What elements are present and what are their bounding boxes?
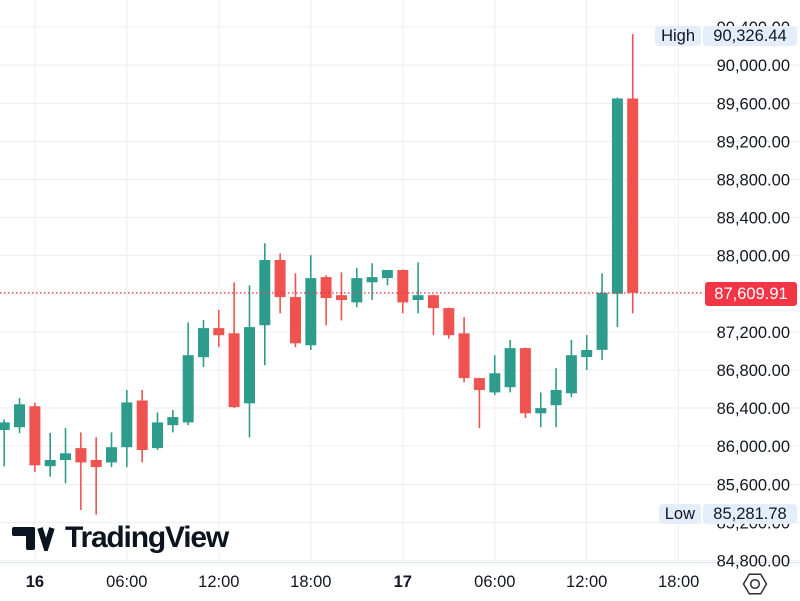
candle-body-up[interactable] [366,277,378,283]
time-tick-label: 16 [26,573,44,591]
candle-body-up[interactable] [381,270,393,279]
candle-body-up[interactable] [60,453,71,460]
current-price-badge: 87,609.91 [705,282,797,306]
candle-body-down[interactable] [458,333,470,379]
price-tick-label: 88,400.00 [717,210,790,228]
price-tick-label: 89,200.00 [717,133,790,151]
candle-body-down[interactable] [397,270,409,303]
price-tick-label: 88,800.00 [717,172,790,190]
candle-body-down[interactable] [290,297,301,344]
candle-body-up[interactable] [596,292,608,350]
candle-body-up[interactable] [167,417,179,426]
candle-body-up[interactable] [351,278,363,303]
candle-body-down[interactable] [427,295,439,309]
candle-body-up[interactable] [0,422,10,430]
candle-body-up[interactable] [305,278,317,346]
tradingview-logo-icon [12,527,55,551]
price-tick-label: 86,000.00 [717,438,790,456]
candle-body-up[interactable] [106,447,117,463]
tradingview-logo-text: TradingView [65,521,229,554]
time-axis[interactable] [0,563,800,601]
low-value: 85,281.78 [703,504,797,524]
candle-body-down[interactable] [90,460,102,468]
price-tick-label: 86,400.00 [717,400,790,418]
candle-body-up[interactable] [121,402,133,448]
price-tick-label: 85,600.00 [717,476,790,494]
candle-body-down[interactable] [228,333,240,408]
candle-body-up[interactable] [581,350,593,358]
low-label: Low [658,504,701,524]
candle-body-up[interactable] [565,355,577,394]
time-tick-label: 06:00 [474,573,515,591]
candle-body-up[interactable] [550,390,562,406]
candle-body-up[interactable] [504,348,516,388]
candle-body-down[interactable] [627,98,639,293]
candle-body-up[interactable] [44,460,56,467]
high-price-badge: High 90,326.44 [655,26,797,46]
candle-body-down[interactable] [213,328,225,336]
time-tick-label: 12:00 [566,573,607,591]
price-tick-label: 86,800.00 [717,362,790,380]
candle-body-down[interactable] [274,260,286,298]
time-tick-label: 12:00 [198,573,239,591]
price-tick-label: 88,000.00 [717,248,790,266]
price-axis[interactable] [660,0,800,562]
price-tick-label: 90,000.00 [717,57,790,75]
candle-body-down[interactable] [473,378,485,390]
time-tick-label: 06:00 [106,573,147,591]
candle-body-up[interactable] [489,373,501,393]
tradingview-logo[interactable]: TradingView [10,521,229,554]
candle-body-up[interactable] [611,98,623,294]
candle-body-down[interactable] [29,406,41,466]
high-label: High [655,26,701,46]
candle-body-down[interactable] [75,448,87,463]
high-value: 90,326.44 [703,26,797,46]
candle-body-down[interactable] [443,308,455,336]
price-tick-label: 89,600.00 [717,95,790,113]
candle-body-up[interactable] [14,404,25,428]
price-tick-label: 84,800.00 [717,553,790,571]
candle-body-up[interactable] [198,328,209,358]
candle-body-up[interactable] [412,295,424,300]
settings-icon[interactable] [741,570,769,598]
low-price-badge: Low 85,281.78 [658,504,797,524]
candle-body-up[interactable] [152,422,163,449]
price-tick-label: 87,200.00 [717,324,790,342]
time-tick-label: 18:00 [290,573,331,591]
candle-body-up[interactable] [244,327,255,404]
time-tick-label: 17 [394,573,412,591]
candle-body-down[interactable] [519,348,531,414]
candle-body-up[interactable] [182,355,194,423]
candle-body-up[interactable] [535,408,547,414]
time-tick-label: 18:00 [658,573,699,591]
candle-body-down[interactable] [336,295,347,300]
candle-body-down[interactable] [136,400,148,451]
candle-body-down[interactable] [320,277,332,299]
